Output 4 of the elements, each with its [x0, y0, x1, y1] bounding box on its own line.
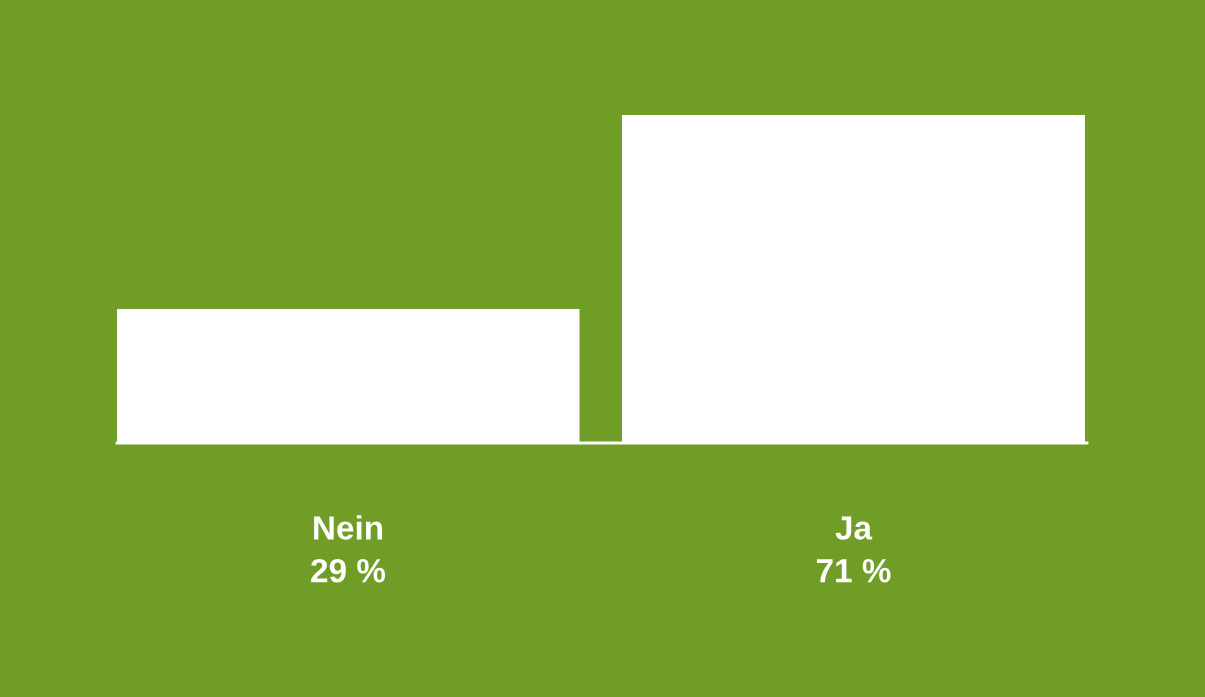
- data-label: 29 %: [311, 558, 386, 583]
- data-label: 71 %: [816, 558, 891, 583]
- x-tick-label: Ja: [835, 516, 873, 540]
- x-tick-label: Nein: [314, 515, 383, 540]
